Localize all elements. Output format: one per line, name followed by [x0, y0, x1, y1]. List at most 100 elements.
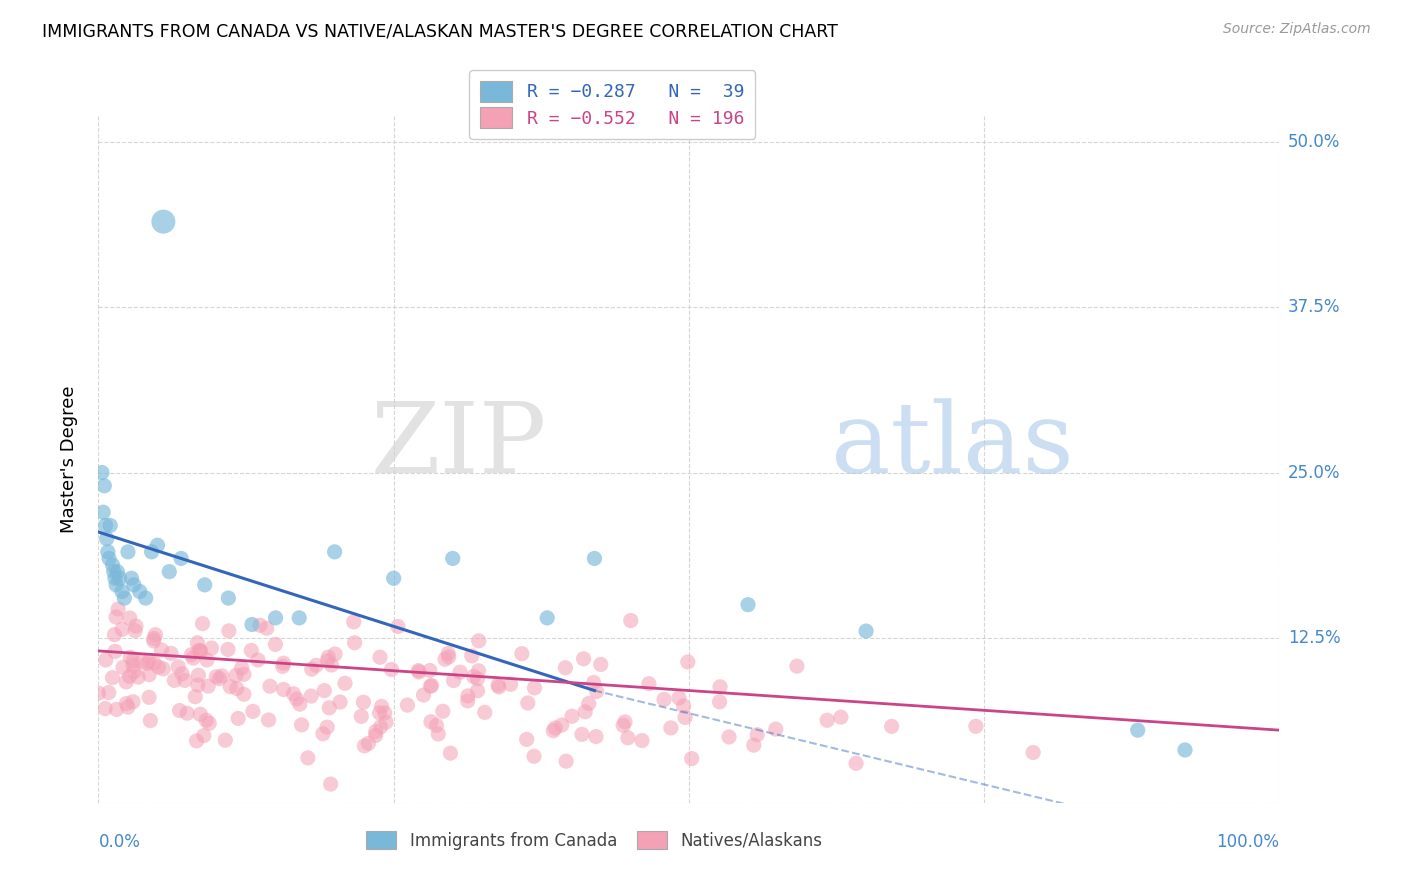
Point [195, 653, 218, 667]
Point [555, 754, 578, 768]
Point [121, 571, 143, 585]
Point [370, 699, 392, 714]
Point [301, 662, 323, 676]
Point [143, 656, 166, 670]
Point [136, 657, 159, 671]
Point [150, 643, 173, 657]
Point [232, 667, 254, 681]
Point [382, 571, 405, 585]
Point [420, 679, 443, 693]
Point [115, 674, 138, 689]
Point [240, 643, 263, 657]
Point [105, 578, 128, 592]
Point [312, 727, 335, 741]
Point [232, 687, 254, 701]
Point [318, 700, 340, 714]
Point [103, 628, 125, 642]
Point [184, 690, 207, 704]
Text: 0.0%: 0.0% [98, 833, 141, 851]
Point [747, 728, 769, 742]
Point [188, 707, 211, 722]
Point [128, 584, 150, 599]
Point [380, 663, 402, 677]
Text: 100.0%: 100.0% [1216, 833, 1279, 851]
Point [219, 680, 242, 694]
Point [1126, 723, 1149, 738]
Point [368, 650, 391, 665]
Text: 25.0%: 25.0% [1288, 464, 1340, 482]
Point [620, 614, 643, 628]
Point [468, 633, 491, 648]
Point [316, 654, 339, 668]
Point [108, 571, 131, 585]
Point [432, 704, 454, 718]
Point [167, 659, 190, 673]
Point [194, 578, 217, 592]
Point [419, 679, 441, 693]
Point [638, 676, 661, 690]
Point [572, 652, 595, 666]
Point [323, 647, 346, 661]
Point [1022, 746, 1045, 760]
Point [197, 679, 219, 693]
Point [105, 610, 128, 624]
Point [370, 720, 392, 734]
Point [138, 667, 160, 681]
Text: IMMIGRANTS FROM CANADA VS NATIVE/ALASKAN MASTER'S DEGREE CORRELATION CHART: IMMIGRANTS FROM CANADA VS NATIVE/ALASKAN… [42, 22, 838, 40]
Point [231, 661, 253, 675]
Point [536, 611, 558, 625]
Point [443, 673, 465, 688]
Point [87, 686, 110, 700]
Point [152, 662, 174, 676]
Point [461, 648, 484, 663]
Text: ZIP: ZIP [371, 398, 547, 493]
Point [631, 733, 654, 747]
Point [368, 706, 391, 720]
Point [93, 479, 115, 493]
Point [273, 656, 295, 670]
Point [659, 721, 682, 735]
Point [420, 714, 443, 729]
Point [543, 723, 565, 738]
Point [91, 505, 114, 519]
Point [516, 732, 538, 747]
Point [117, 700, 139, 714]
Point [323, 545, 346, 559]
Point [122, 653, 145, 667]
Point [551, 718, 574, 732]
Point [830, 710, 852, 724]
Point [105, 565, 128, 579]
Point [329, 695, 352, 709]
Point [668, 690, 690, 705]
Point [583, 551, 606, 566]
Point [170, 551, 193, 566]
Point [319, 777, 342, 791]
Point [571, 727, 593, 741]
Point [612, 718, 634, 732]
Point [449, 665, 471, 680]
Point [350, 709, 373, 723]
Point [343, 636, 366, 650]
Point [187, 643, 209, 657]
Point [516, 696, 538, 710]
Text: Source: ZipAtlas.com: Source: ZipAtlas.com [1223, 22, 1371, 37]
Point [112, 660, 135, 674]
Point [288, 697, 311, 711]
Point [163, 673, 186, 688]
Point [474, 706, 496, 720]
Point [122, 578, 145, 592]
Point [118, 611, 141, 625]
Point [190, 645, 212, 659]
Point [614, 714, 637, 729]
Point [218, 624, 240, 638]
Point [118, 669, 141, 683]
Point [352, 695, 374, 709]
Point [257, 713, 280, 727]
Point [264, 611, 287, 625]
Point [138, 690, 160, 705]
Point [174, 673, 197, 688]
Point [582, 675, 605, 690]
Point [148, 660, 170, 674]
Point [742, 738, 765, 752]
Point [467, 683, 489, 698]
